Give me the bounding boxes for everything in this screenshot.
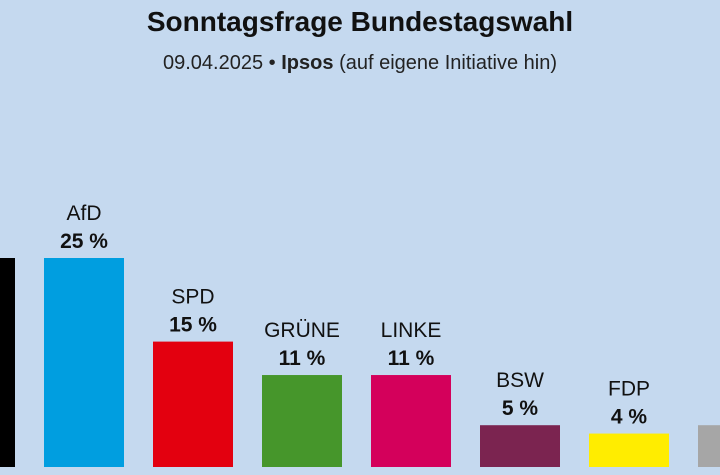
party-label: LINKE bbox=[381, 319, 442, 342]
party-label: GRÜNE bbox=[264, 319, 340, 342]
bar-linke bbox=[371, 375, 451, 467]
value-label: 11 % bbox=[388, 347, 435, 370]
bar-afd bbox=[44, 258, 124, 467]
value-label: 4 % bbox=[611, 406, 648, 429]
value-label: 15 % bbox=[169, 314, 217, 337]
survey-date: 09.04.2025 bbox=[163, 52, 264, 74]
bar-cdu-csu bbox=[0, 258, 15, 467]
value-label: 25 % bbox=[60, 230, 108, 253]
survey-note: (auf eigene Initiative hin) bbox=[339, 52, 557, 74]
party-label: SPD bbox=[171, 286, 214, 309]
party-label: FDP bbox=[608, 378, 650, 401]
party-label: AfD bbox=[66, 202, 101, 225]
bar-spd bbox=[153, 341, 233, 467]
value-label: 11 % bbox=[279, 347, 326, 370]
bar-fdp bbox=[589, 433, 669, 467]
value-label: 5 % bbox=[502, 397, 539, 420]
separator-dot: • bbox=[268, 52, 276, 74]
bar-grüne bbox=[262, 375, 342, 467]
party-label: BSW bbox=[496, 369, 544, 392]
institute-name: Ipsos bbox=[281, 52, 334, 74]
bar-bsw bbox=[480, 425, 560, 467]
bar-sonstige bbox=[698, 425, 720, 467]
chart-title: Sonntagsfrage Bundestagswahl bbox=[146, 6, 574, 37]
bars-group bbox=[0, 258, 720, 467]
chart-subtitle: 09.04.2025 • Ipsos (auf eigene Initiativ… bbox=[0, 52, 720, 75]
